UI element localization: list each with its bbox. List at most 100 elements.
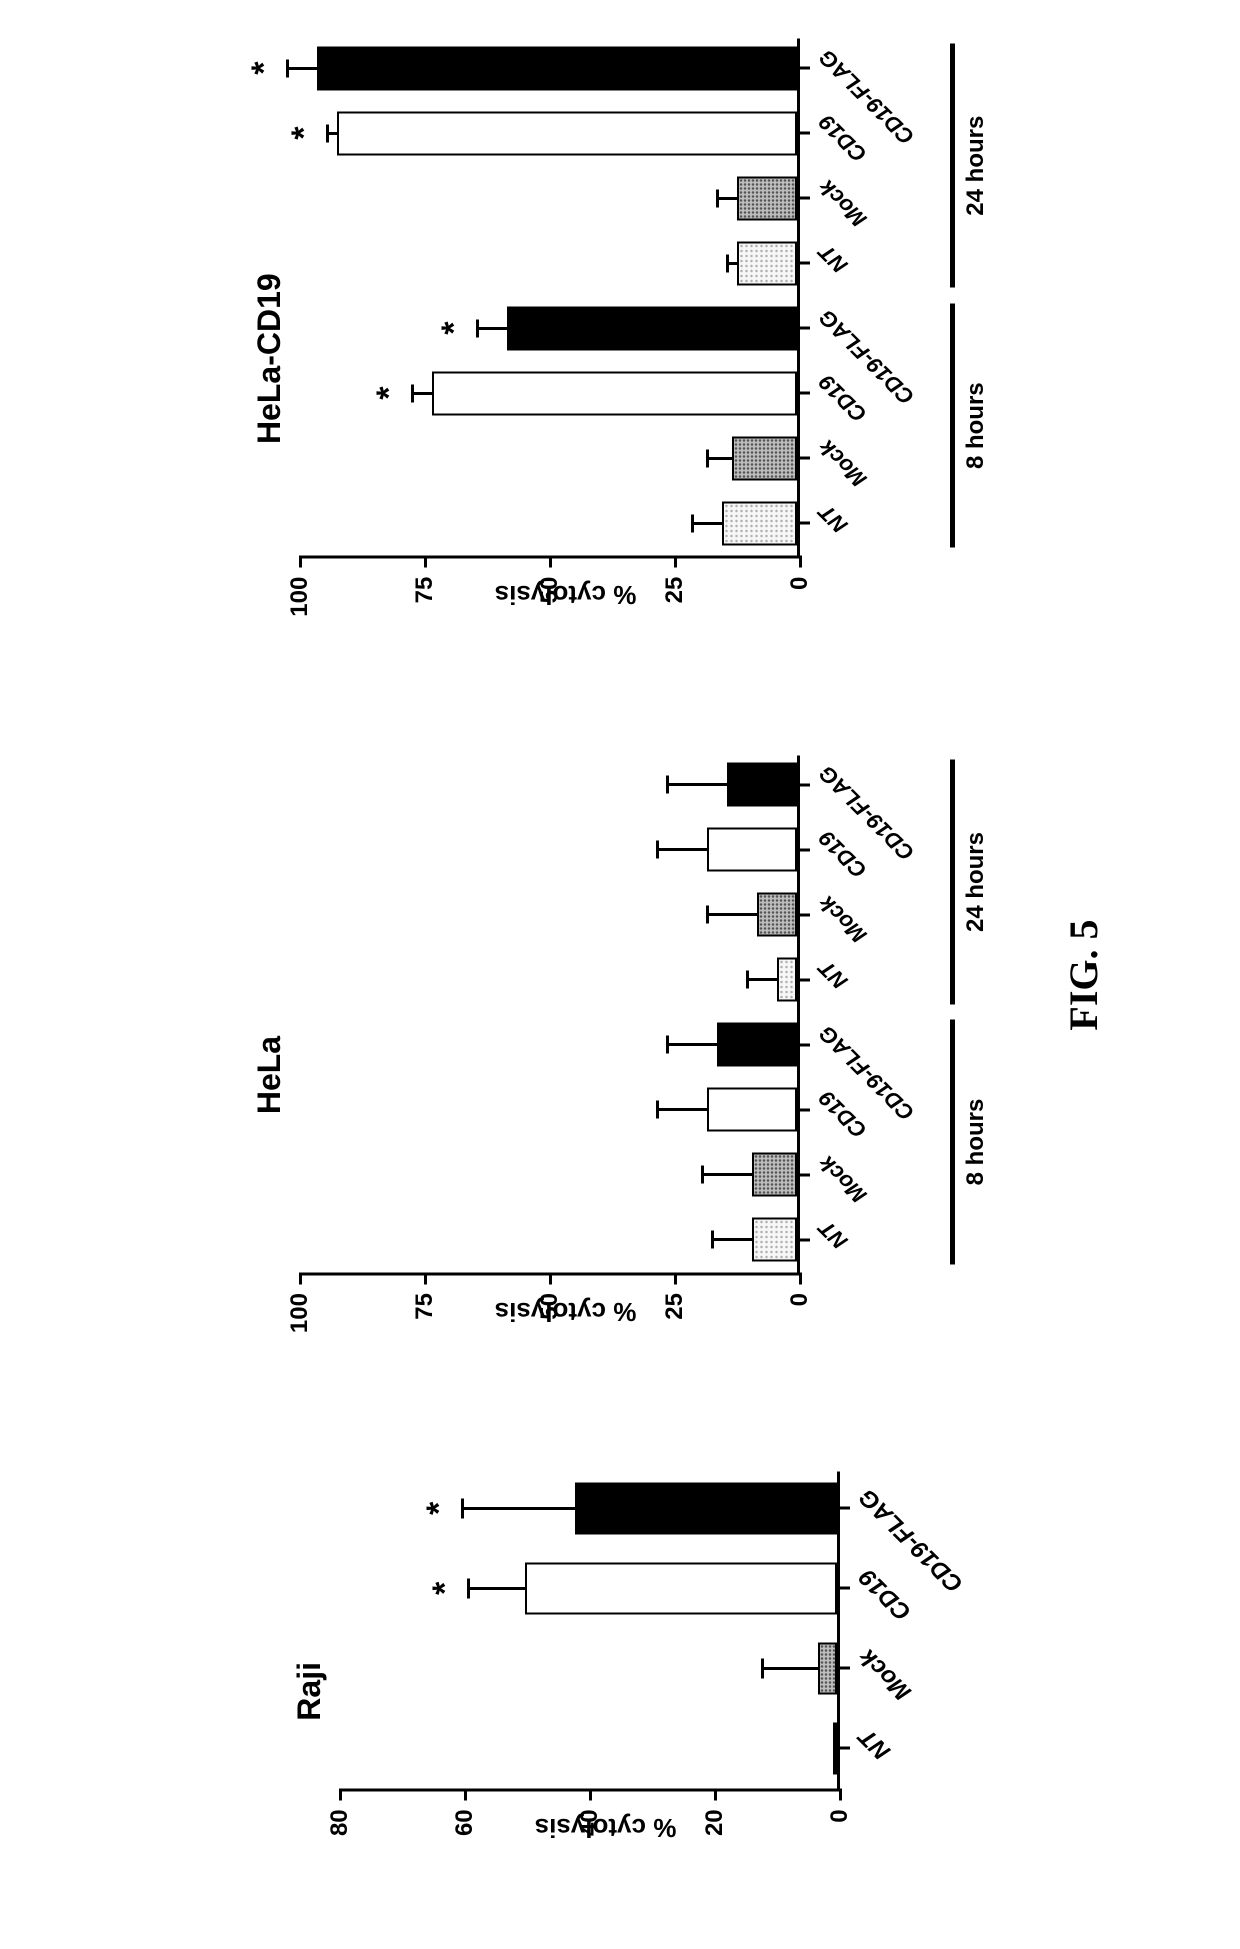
ytick <box>799 555 802 567</box>
category-label: Mock <box>814 433 872 491</box>
significance-marker: * <box>422 1501 456 1514</box>
error-bar-cap <box>711 1230 714 1248</box>
xtick <box>800 848 810 851</box>
category-label: Mock <box>814 1150 872 1208</box>
ytick <box>424 555 427 567</box>
category-label: NT <box>814 955 853 994</box>
error-bar-line <box>287 66 317 69</box>
significance-marker: * <box>247 61 281 74</box>
error-bar-line <box>747 978 777 981</box>
category-label: NT <box>814 498 853 537</box>
plot-area: 0255075100% cytolysisNTMock*CD19*CD19-FL… <box>300 38 800 558</box>
xtick <box>800 196 810 199</box>
panel-hela-cd19: HeLa-CD190255075100% cytolysisNTMock*CD1… <box>251 38 1000 678</box>
category-label: Mock <box>814 173 872 231</box>
error-bar-line <box>327 131 337 134</box>
bar <box>525 1562 838 1614</box>
xtick <box>800 1238 810 1241</box>
significance-marker: * <box>372 386 406 399</box>
error-bar-line <box>702 1173 752 1176</box>
group-label: 8 hours <box>962 382 990 469</box>
error-bar-cap <box>701 1165 704 1183</box>
group-label: 24 hours <box>962 832 990 932</box>
category-label: CD19 <box>854 1562 917 1625</box>
y-axis-label: % cytolysis <box>495 1295 637 1326</box>
error-bar-cap <box>656 1100 659 1118</box>
ytick-label: 60 <box>451 1809 479 1869</box>
error-bar-line <box>657 848 707 851</box>
ytick <box>674 1272 677 1284</box>
error-bar-line <box>468 1586 524 1589</box>
xtick <box>840 1746 850 1749</box>
category-label: CD19 <box>814 368 872 426</box>
error-bar-cap <box>746 970 749 988</box>
error-bar-cap <box>467 1578 470 1598</box>
chart-wrap: 0255075100% cytolysisNTMock*CD19*CD19-FL… <box>300 38 1000 678</box>
xtick <box>800 978 810 981</box>
error-bar-line <box>712 1238 752 1241</box>
xtick <box>800 521 810 524</box>
xtick <box>800 1043 810 1046</box>
ytick <box>674 555 677 567</box>
ytick <box>799 1272 802 1284</box>
ytick-label: 100 <box>286 1293 314 1353</box>
category-label: Mock <box>814 890 872 948</box>
bar <box>818 1642 837 1694</box>
xtick <box>800 131 810 134</box>
significance-marker: * <box>428 1581 462 1594</box>
category-label: NT <box>814 1215 853 1254</box>
ytick-label: 0 <box>826 1809 854 1869</box>
bar <box>777 957 797 1001</box>
bar <box>707 1087 797 1131</box>
y-axis-label: % cytolysis <box>535 1812 677 1843</box>
group-underline <box>950 759 955 1003</box>
plot-area: 0255075100% cytolysisNTMockCD19CD19-FLAG… <box>300 755 800 1275</box>
figure-rotated-container: Raji020406080% cytolysisNTMock*CD19*CD19… <box>0 0 1240 1949</box>
category-label: CD19 <box>814 108 872 166</box>
ytick <box>549 555 552 567</box>
error-bar-line <box>762 1666 818 1669</box>
bar <box>317 46 797 90</box>
error-bar-cap <box>716 189 719 207</box>
plot-area: 020406080% cytolysisNTMock*CD19*CD19-FLA… <box>340 1471 840 1791</box>
error-bar-cap <box>656 840 659 858</box>
error-bar-line <box>667 1043 717 1046</box>
ytick-label: 25 <box>661 576 689 636</box>
error-bar-cap <box>706 449 709 467</box>
group-underline <box>950 43 955 287</box>
bar <box>432 371 797 415</box>
error-bar-line <box>477 326 507 329</box>
group-label: 8 hours <box>962 1098 990 1185</box>
xtick <box>800 456 810 459</box>
bar <box>727 762 797 806</box>
xtick <box>800 261 810 264</box>
error-bar-cap <box>691 514 694 532</box>
bar <box>732 436 797 480</box>
ytick-label: 100 <box>286 576 314 636</box>
xtick <box>800 1173 810 1176</box>
error-bar-line <box>727 261 737 264</box>
error-bar-line <box>707 456 732 459</box>
xtick <box>800 783 810 786</box>
ytick <box>549 1272 552 1284</box>
bar <box>717 1022 797 1066</box>
error-bar-cap <box>761 1658 764 1678</box>
panel-hela: HeLa0255075100% cytolysisNTMockCD19CD19-… <box>251 755 1000 1395</box>
error-bar-cap <box>666 1035 669 1053</box>
ytick-label: 75 <box>411 576 439 636</box>
error-bar-cap <box>666 775 669 793</box>
ytick-label: 0 <box>786 1293 814 1353</box>
ytick <box>839 1788 842 1800</box>
group-label: 24 hours <box>962 115 990 215</box>
error-bar-cap <box>286 59 289 77</box>
ytick <box>589 1788 592 1800</box>
significance-marker: * <box>287 126 321 139</box>
error-bar-line <box>692 521 722 524</box>
ytick-label: 75 <box>411 1293 439 1353</box>
bar <box>507 306 797 350</box>
ytick <box>339 1788 342 1800</box>
ytick-label: 80 <box>326 1809 354 1869</box>
error-bar-cap <box>461 1498 464 1518</box>
ytick <box>464 1788 467 1800</box>
chart-wrap: 020406080% cytolysisNTMock*CD19*CD19-FLA… <box>340 1471 1000 1911</box>
